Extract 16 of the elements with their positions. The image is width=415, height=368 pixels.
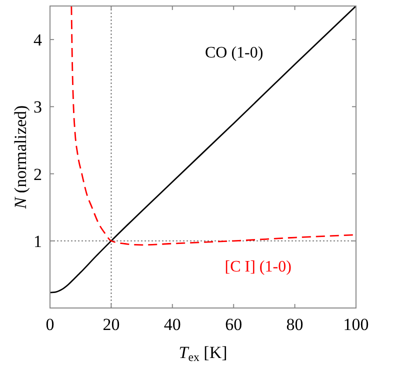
x-tick-label: 40 [164,315,181,334]
y-tick-label: 3 [34,98,42,117]
y-tick-label: 1 [34,232,42,251]
x-tick-label: 100 [343,315,369,334]
x-tick-label: 80 [286,315,304,334]
line-series [70,6,356,246]
y-axis-title: N (normalized) [11,105,30,210]
x-tick-label: 60 [225,315,242,334]
series-label: [C I] (1-0) [224,258,292,276]
y-tick-label: 2 [34,164,42,184]
x-tick-label: 0 [46,315,54,334]
y-tick-label: 4 [34,30,42,50]
x-tick-label: 20 [102,315,120,334]
line-series [50,6,356,294]
x-axis-title: T$_{ex}$ [K] [178,343,228,364]
series-label: CO (1-0) [204,44,264,62]
